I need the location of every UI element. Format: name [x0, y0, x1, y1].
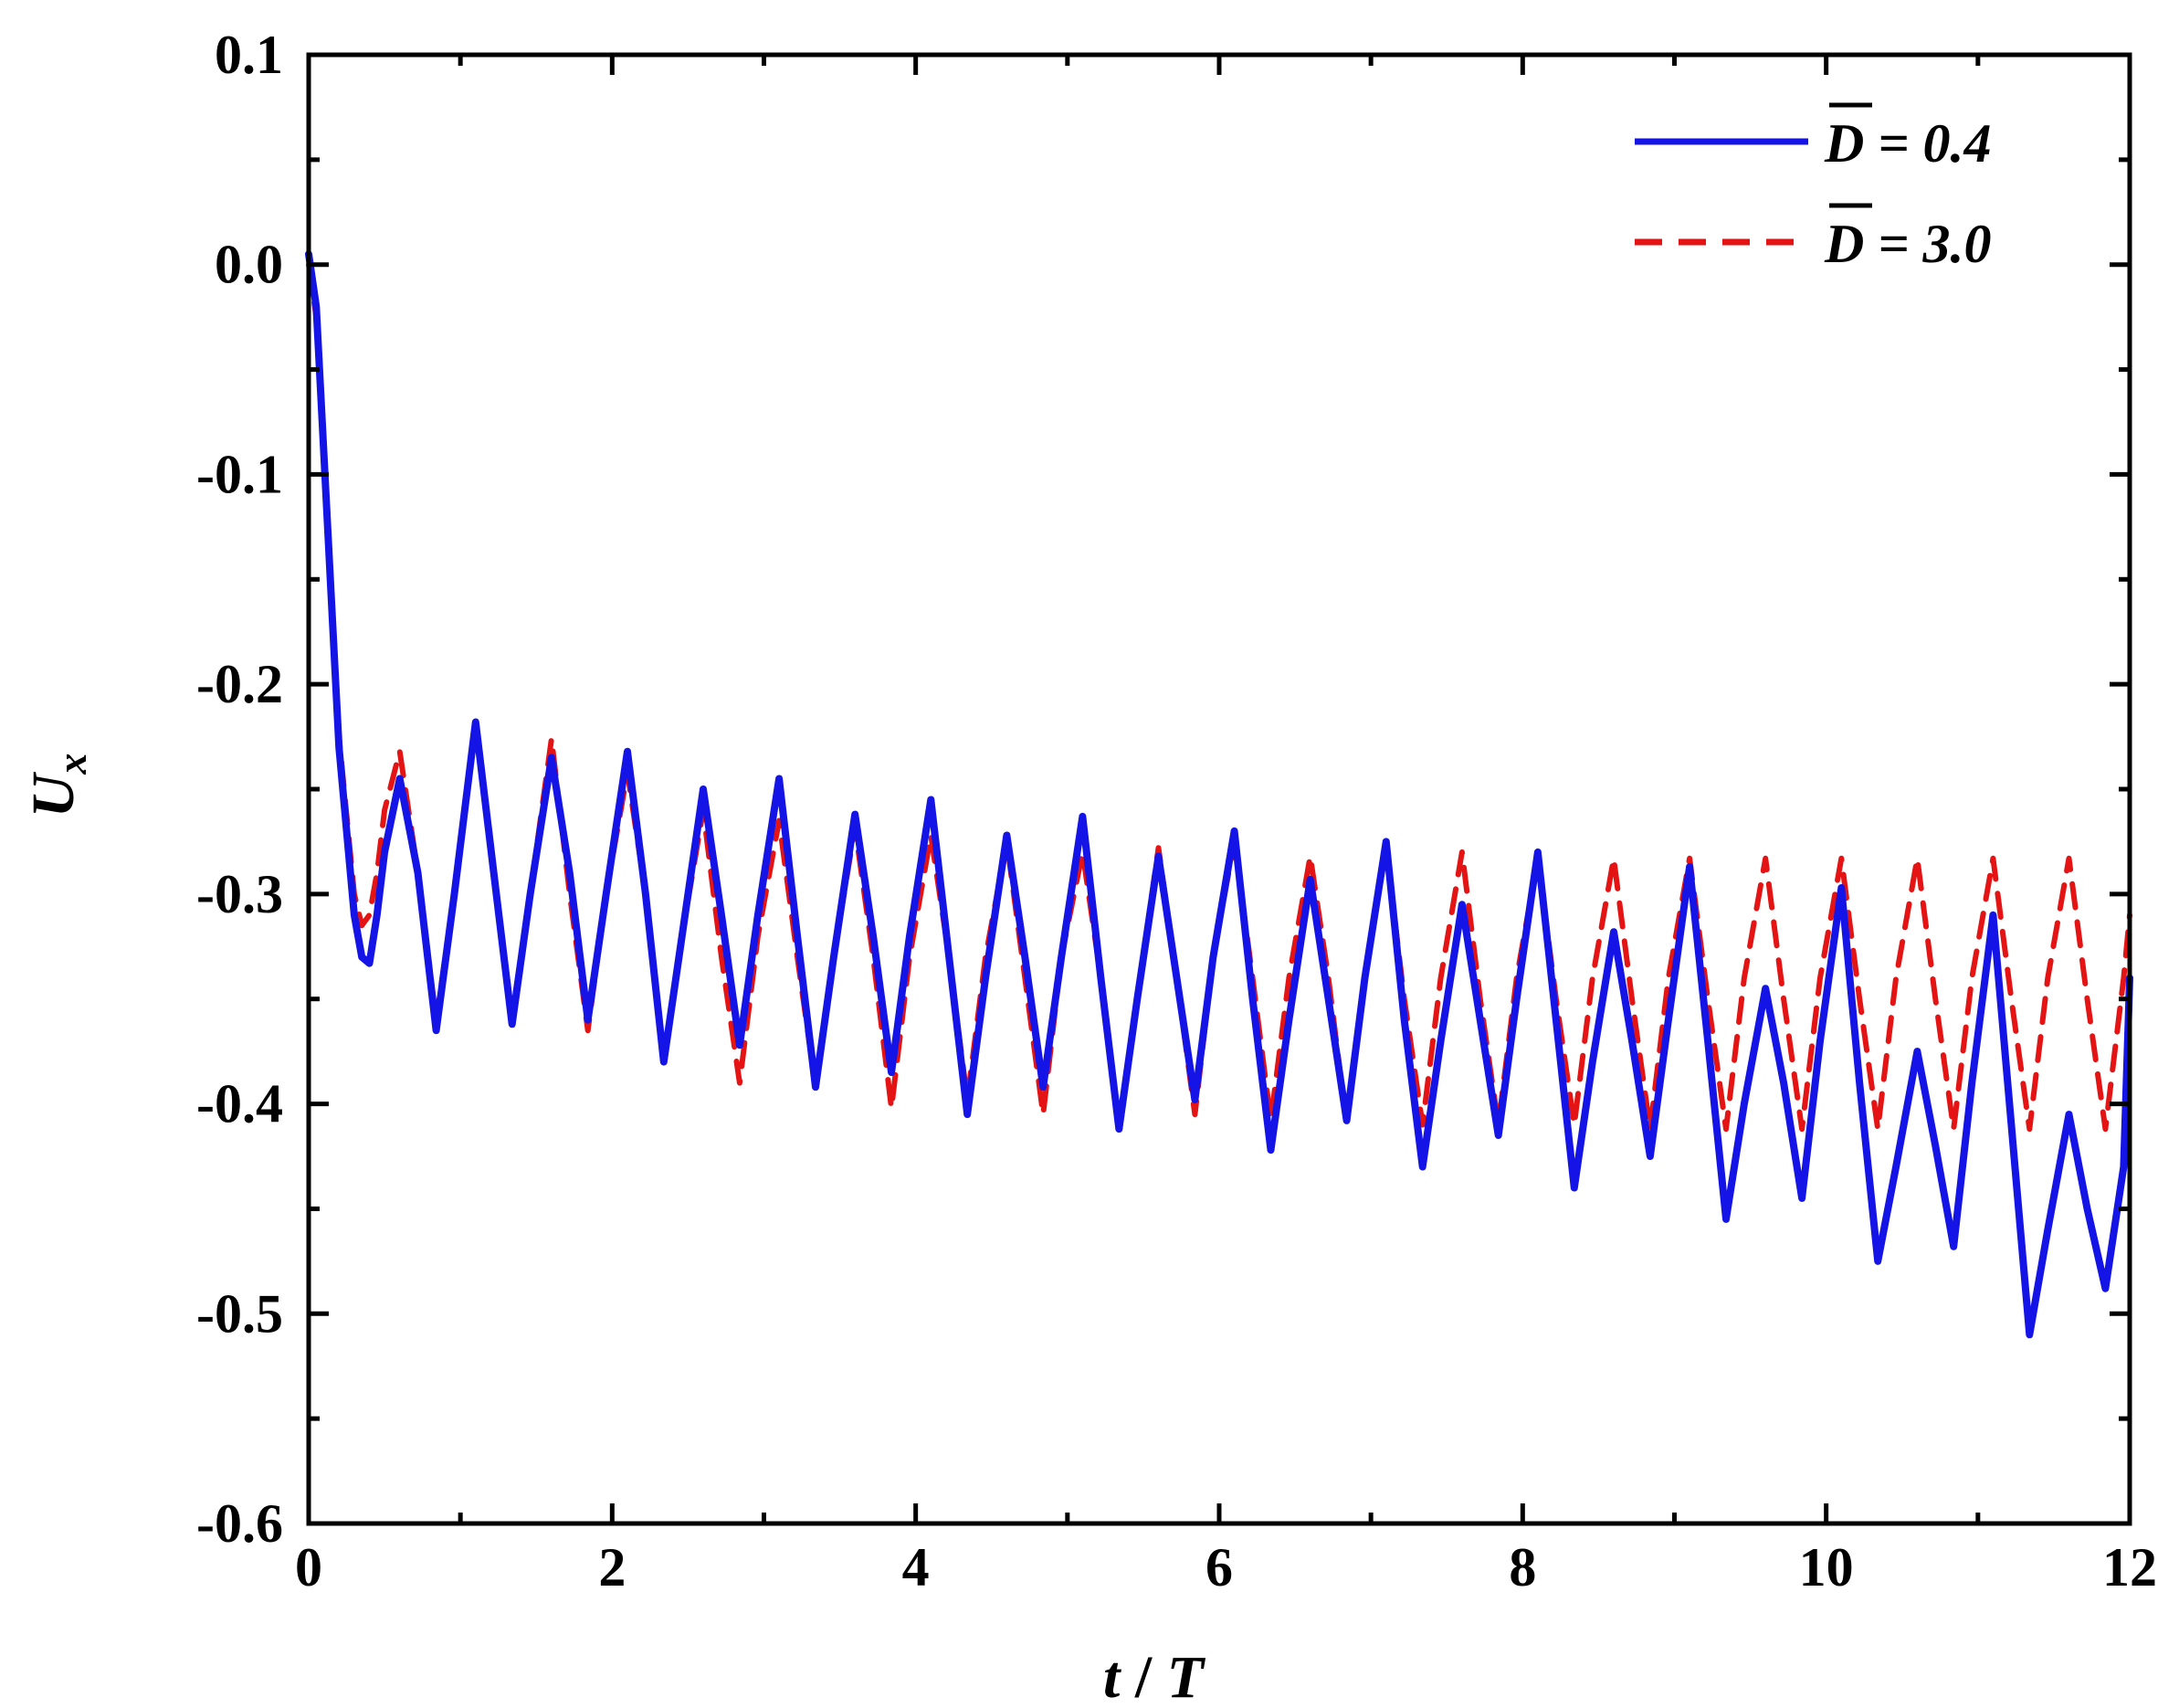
- y-tick-label: -0.6: [196, 1493, 283, 1554]
- x-tick-label: 12: [2102, 1537, 2157, 1597]
- legend: D = 0.4 D = 3.0: [1635, 102, 1992, 274]
- legend-entry-1: D = 3.0: [1635, 203, 1992, 274]
- series-layer: [305, 250, 2133, 1339]
- x-tick-label: 2: [598, 1537, 626, 1597]
- y-tick-label: 0.0: [215, 235, 283, 295]
- x-tick-label: 8: [1509, 1537, 1536, 1597]
- tick-labels-layer: 0 2 4 6 8 10 12 0.1 0.0 -0.1 -0.2 -0.3 -0.4 -0.5 -0.6: [196, 25, 2157, 1597]
- x-axis-title: t / T: [1103, 1644, 1206, 1708]
- legend-label-0: D = 0.4: [1824, 113, 1992, 174]
- plot-frame: [306, 52, 2132, 1526]
- y-tick-label: -0.3: [196, 864, 283, 924]
- ticks-layer: [306, 52, 2132, 1526]
- x-tick-label: 0: [295, 1537, 322, 1597]
- legend-label-1: D = 3.0: [1824, 214, 1992, 274]
- y-tick-label: -0.5: [196, 1283, 283, 1344]
- y-tick-label: -0.4: [196, 1074, 283, 1134]
- y-tick-label: -0.2: [196, 654, 283, 714]
- y-tick-label: -0.1: [196, 444, 283, 504]
- y-axis-title: Ux: [20, 754, 95, 818]
- x-tick-label: 4: [902, 1537, 930, 1597]
- legend-entry-0: D = 0.4: [1635, 102, 1992, 174]
- y-tick-label: 0.1: [215, 25, 283, 85]
- series-line-0: [305, 250, 2133, 1339]
- x-tick-label: 10: [1799, 1537, 1854, 1597]
- axes-layer: [306, 52, 2132, 1526]
- x-tick-label: 6: [1205, 1537, 1233, 1597]
